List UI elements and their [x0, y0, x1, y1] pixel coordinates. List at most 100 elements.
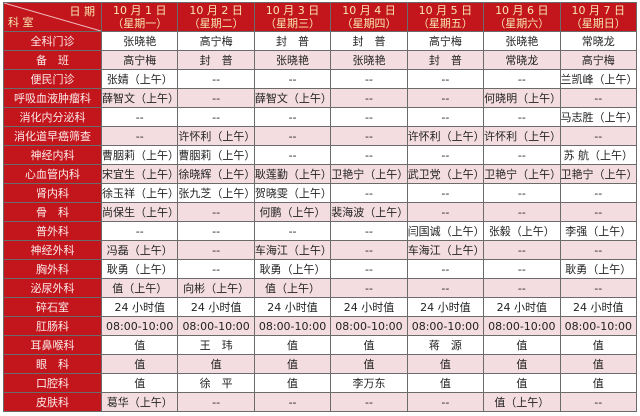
duty-cell: 张晓艳 — [253, 50, 332, 70]
duty-cell: 曹胭莉（上午） — [100, 145, 179, 165]
duty-cell: -- — [253, 392, 332, 412]
duty-cell: 封 普 — [177, 50, 255, 70]
duty-cell: -- — [100, 126, 179, 146]
duty-cell: -- — [483, 240, 561, 260]
duty-cell: 24 小时值 — [330, 297, 408, 317]
table-row: 神经外科 冯磊（上午） -- 车海江（上午） -- 车海江（上午） -- -- — [3, 240, 638, 260]
duty-cell: 许怀利（上午） — [406, 126, 485, 146]
duty-cell: -- — [177, 221, 255, 241]
dept-name: 便民门诊 — [3, 69, 102, 89]
table-row: 全科门诊 张晓艳 高宁梅封 普封 普高宁梅 张晓艳 常晓龙 — [3, 31, 638, 51]
header-row: 日 期 科 室 10 月 1 日（星期一） 10 月 2 日（星期二） 10 月 3… — [3, 2, 638, 32]
duty-cell: 常晓龙 — [559, 31, 638, 51]
duty-cell: -- — [177, 88, 255, 108]
duty-cell: 值（上午） — [253, 278, 332, 298]
duty-cell: 值 — [330, 354, 408, 374]
duty-cell: -- — [177, 107, 255, 127]
duty-cell: 裴海波（上午） — [330, 202, 408, 222]
day-header: 10 月 6 日（星期六） — [483, 2, 561, 32]
duty-cell: -- — [330, 107, 408, 127]
duty-cell: 卫艳宁（上午） — [483, 164, 561, 184]
dept-name: 皮肤科 — [3, 392, 102, 412]
duty-cell: 贺晓雯（上午） — [253, 183, 332, 203]
duty-cell: 值 — [253, 335, 332, 355]
duty-cell: -- — [483, 69, 561, 89]
day-weekday: （星期二） — [188, 17, 244, 30]
duty-cell: 徐玉祥（上午） — [100, 183, 179, 203]
duty-cell: -- — [406, 202, 485, 222]
duty-cell: 曹胭莉（上午） — [177, 145, 255, 165]
duty-cell: -- — [330, 183, 408, 203]
dept-name: 备 班 — [3, 50, 102, 70]
duty-cell: 08:00-10:00 — [330, 316, 408, 336]
day-weekday: （星期五） — [417, 17, 473, 30]
duty-cell: -- — [559, 202, 638, 222]
corner-header: 日 期 科 室 — [3, 2, 102, 32]
duty-cell: 值 — [253, 373, 332, 393]
duty-cell: 封 普 — [253, 31, 332, 51]
day-weekday: （星期日） — [570, 17, 626, 30]
duty-cell: 高宁梅 — [100, 50, 179, 70]
dept-name: 眼 科 — [3, 354, 102, 374]
table-row: 呼吸血液肿瘤科 薛智文（上午） -- 薛智文（上午） -- -- 何晓明（上午） -- — [3, 88, 638, 108]
corner-dept-label: 科 室 — [8, 16, 34, 29]
table-row: 胸外科 耿勇（上午） -- 耿勇（上午） -- -- -- 耿勇（上午） — [3, 259, 638, 279]
duty-cell: 24 小时值 — [100, 297, 179, 317]
table-row: 心血管内科 宋宜生（上午） 徐晓辉（上午） 耿莲勤（上午） 卫艳宁（上午） 武卫党（上午）… — [3, 164, 638, 184]
duty-cell: -- — [177, 202, 255, 222]
duty-cell: 张毅（上午） — [483, 221, 561, 241]
day-date: 10 月 5 日 — [418, 4, 473, 17]
duty-cell: 闫国诚（上午） — [406, 221, 485, 241]
duty-cell: -- — [406, 259, 485, 279]
day-header: 10 月 1 日（星期一） — [100, 2, 179, 32]
dept-name: 神经外科 — [3, 240, 102, 260]
duty-cell: 值（上午） — [483, 392, 561, 412]
dept-name: 肛肠科 — [3, 316, 102, 336]
day-date: 10 月 4 日 — [342, 4, 396, 17]
duty-cell: 值 — [100, 335, 179, 355]
table-row: 便民门诊 张婧（上午） -- -- -- -- -- 兰凯峰（上午） — [3, 69, 638, 89]
duty-cell: 宋宜生（上午） — [100, 164, 179, 184]
day-date: 10 月 2 日 — [189, 4, 243, 17]
duty-cell: 冯磊（上午） — [100, 240, 179, 260]
day-header: 10 月 2 日（星期二） — [177, 2, 255, 32]
duty-cell: 值 — [559, 354, 638, 374]
duty-cell: 许怀利（上午） — [483, 126, 561, 146]
duty-cell: -- — [330, 145, 408, 165]
table-row: 皮肤科 葛华（上午） -- -- -- -- 值（上午） -- — [3, 392, 638, 412]
duty-cell: 24 小时值 — [177, 297, 255, 317]
duty-cell: 向彬（上午） — [177, 278, 255, 298]
dept-name: 消化内分泌科 — [3, 107, 102, 127]
table-row: 肾内科 徐玉祥（上午） 张九芝（上午） 贺晓雯（上午） -- -- -- -- — [3, 183, 638, 203]
dept-name: 骨 科 — [3, 202, 102, 222]
duty-cell: 兰凯峰（上午） — [559, 69, 638, 89]
duty-cell: 李万东 — [330, 373, 408, 393]
duty-cell: -- — [330, 259, 408, 279]
duty-cell: -- — [253, 107, 332, 127]
table-row: 碎石室 24 小时值 24 小时值 24 小时值 24 小时值 24 小时值 24 小时值 2… — [3, 297, 638, 317]
duty-cell: -- — [253, 126, 332, 146]
dept-name: 碎石室 — [3, 297, 102, 317]
duty-cell: 卫艳宁（上午） — [330, 164, 408, 184]
table-row: 消化内分泌科 -- -- -- -- -- -- 马志胜（上午） — [3, 107, 638, 127]
duty-cell: 高宁梅 — [406, 31, 485, 51]
dept-name: 耳鼻喉科 — [3, 335, 102, 355]
duty-cell: -- — [177, 259, 255, 279]
duty-cell: -- — [483, 259, 561, 279]
duty-cell: 马志胜（上午） — [559, 107, 638, 127]
dept-name: 全科门诊 — [3, 31, 102, 51]
duty-cell: 耿勇（上午） — [100, 259, 179, 279]
day-header: 10 月 3 日（星期三） — [253, 2, 332, 32]
duty-cell: -- — [330, 126, 408, 146]
duty-cell: 值 — [100, 354, 179, 374]
duty-cell: -- — [559, 126, 638, 146]
table-row: 普外科 -- -- -- -- 闫国诚（上午） 张毅（上午） 李强（上午） — [3, 221, 638, 241]
duty-cell: 王 玮 — [177, 335, 255, 355]
duty-cell: -- — [559, 183, 638, 203]
table-row: 耳鼻喉科值王 玮值值蒋 源值值 — [3, 335, 638, 355]
corner-date-label: 日 期 — [69, 5, 96, 18]
duty-cell: 值 — [406, 373, 485, 393]
day-weekday: （星期六） — [494, 17, 550, 30]
duty-cell: -- — [406, 88, 485, 108]
dept-name: 肾内科 — [3, 183, 102, 203]
